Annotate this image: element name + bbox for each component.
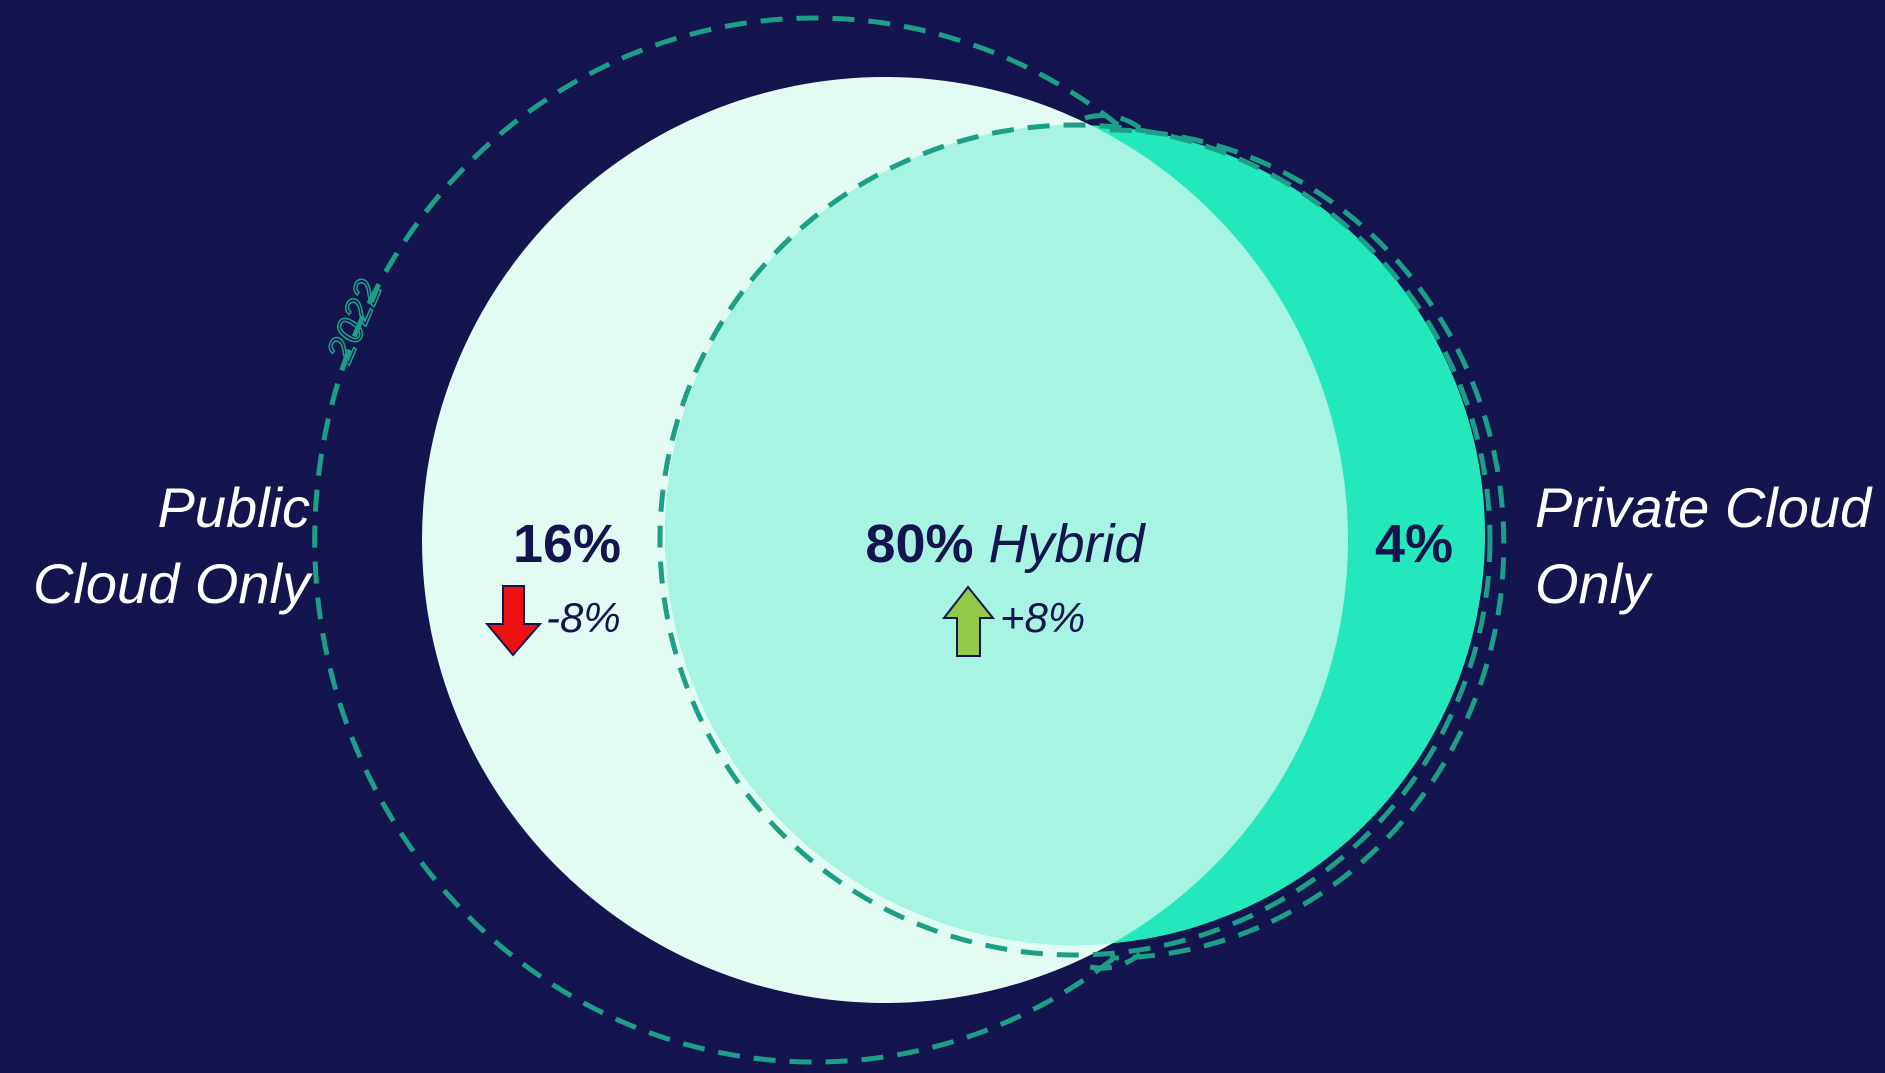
private-label-line-2: Only xyxy=(1535,552,1651,615)
hybrid-change: +8% xyxy=(1000,594,1085,641)
outline-2022-bridge-top xyxy=(1084,113,1142,131)
private-cloud-only-label: Private Cloud Only xyxy=(1535,470,1871,622)
private-only-percent: 4% xyxy=(1375,514,1453,574)
hybrid-name: Hybrid xyxy=(989,514,1147,574)
hybrid-overlap-area xyxy=(665,125,1348,945)
public-cloud-only-label: Public Cloud Only xyxy=(33,470,310,622)
public-label-line-1: Public xyxy=(157,476,310,539)
hybrid-label: 80% Hybrid xyxy=(865,514,1146,574)
public-only-change: -8% xyxy=(546,594,621,641)
public-label-line-2: Cloud Only xyxy=(32,552,310,615)
arrow-up-icon xyxy=(941,585,996,657)
year-label: 2022 xyxy=(319,274,391,369)
arrow-down-icon xyxy=(484,585,543,657)
hybrid-percent: 80% xyxy=(865,514,973,574)
outline-2022-inner xyxy=(657,122,1493,958)
public-only-percent: 16% xyxy=(513,514,621,574)
private-label-line-1: Private Cloud xyxy=(1535,476,1872,539)
outline-2022-outer xyxy=(312,15,1120,1065)
outline-2022-right xyxy=(1109,127,1507,961)
